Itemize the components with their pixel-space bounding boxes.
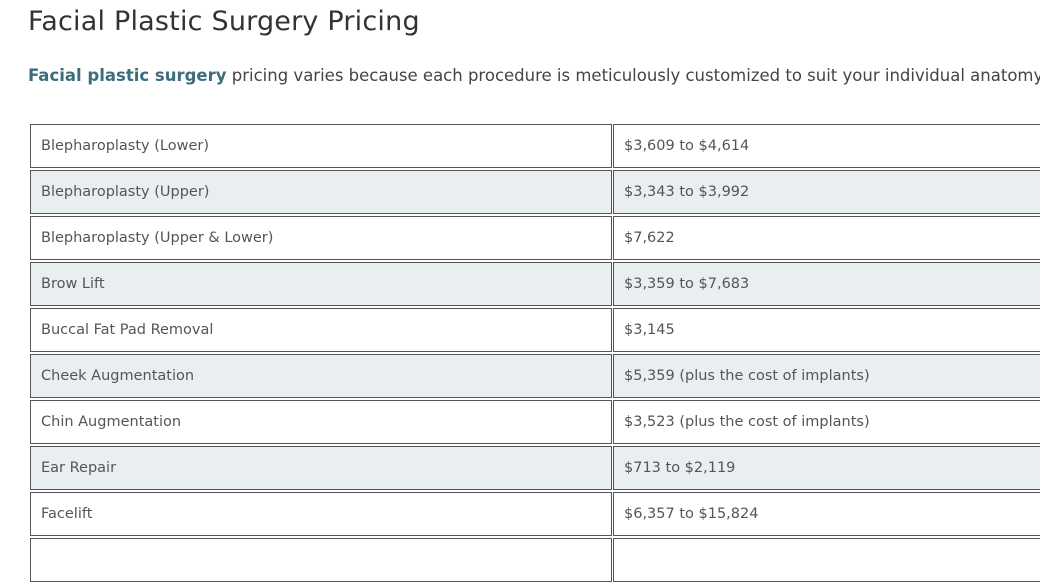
price-cell: $3,609 to $4,614	[613, 124, 1040, 168]
procedure-cell: Ear Repair	[30, 446, 612, 490]
procedure-cell: Buccal Fat Pad Removal	[30, 308, 612, 352]
procedure-cell: Blepharoplasty (Lower)	[30, 124, 612, 168]
procedure-cell: Blepharoplasty (Upper)	[30, 170, 612, 214]
intro-paragraph: Facial plastic surgery pricing varies be…	[28, 66, 1040, 85]
price-cell: $3,145	[613, 308, 1040, 352]
procedure-cell: Cheek Augmentation	[30, 354, 612, 398]
procedure-cell: Facelift	[30, 492, 612, 536]
intro-text: pricing varies because each procedure is…	[231, 66, 1040, 85]
procedure-cell: Brow Lift	[30, 262, 612, 306]
page: Facial Plastic Surgery Pricing Facial pl…	[28, 6, 1040, 582]
page-title: Facial Plastic Surgery Pricing	[28, 6, 420, 37]
price-cell: $3,523 (plus the cost of implants)	[613, 400, 1040, 444]
procedure-cell: Blepharoplasty (Upper & Lower)	[30, 216, 612, 260]
price-cell: $6,357 to $15,824	[613, 492, 1040, 536]
price-cell: $3,359 to $7,683	[613, 262, 1040, 306]
intro-link[interactable]: Facial plastic surgery	[28, 66, 227, 85]
procedure-cell: Chin Augmentation	[30, 400, 612, 444]
price-cell: $7,622	[613, 216, 1040, 260]
price-cell: $3,343 to $3,992	[613, 170, 1040, 214]
price-cell: $713 to $2,119	[613, 446, 1040, 490]
price-cell: $5,359 (plus the cost of implants)	[613, 354, 1040, 398]
